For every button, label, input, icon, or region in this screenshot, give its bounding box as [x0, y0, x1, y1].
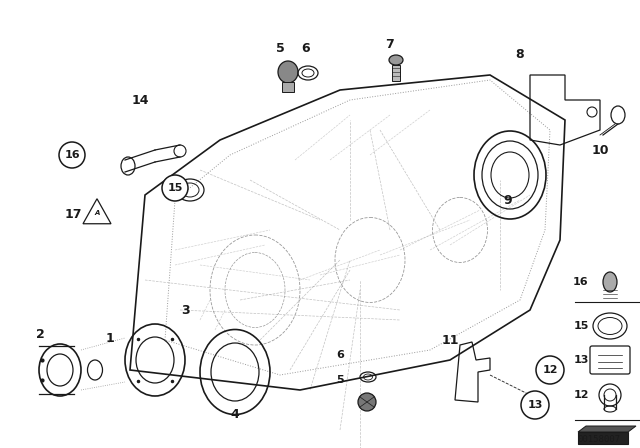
Text: 8: 8: [516, 48, 524, 61]
Text: 4: 4: [230, 409, 239, 422]
Circle shape: [59, 142, 85, 168]
Bar: [578, 432, 628, 444]
Text: 16: 16: [64, 150, 80, 160]
Text: 9: 9: [504, 194, 512, 207]
Text: 3: 3: [180, 303, 189, 316]
Text: 6: 6: [336, 350, 344, 360]
Ellipse shape: [389, 55, 403, 65]
Text: A: A: [94, 210, 100, 216]
Text: 10: 10: [591, 143, 609, 156]
Text: 12: 12: [542, 365, 557, 375]
Text: 7: 7: [386, 38, 394, 51]
Text: 1: 1: [106, 332, 115, 345]
Text: 13: 13: [527, 400, 543, 410]
Text: 11: 11: [441, 333, 459, 346]
Bar: [392, 65, 400, 81]
Text: 15: 15: [573, 321, 589, 331]
Polygon shape: [578, 426, 636, 432]
Circle shape: [521, 391, 549, 419]
Text: 2: 2: [36, 328, 44, 341]
Ellipse shape: [278, 61, 298, 83]
Text: 5: 5: [276, 42, 284, 55]
Ellipse shape: [603, 272, 617, 292]
Text: 15: 15: [167, 183, 182, 193]
Text: 5: 5: [336, 375, 344, 385]
Text: 6: 6: [301, 42, 310, 55]
Text: 12: 12: [573, 390, 589, 400]
Text: 13: 13: [573, 355, 589, 365]
Bar: [282, 82, 294, 92]
Ellipse shape: [358, 393, 376, 411]
Text: 00158007: 00158007: [577, 435, 620, 444]
Text: 17: 17: [64, 208, 82, 221]
Text: 14: 14: [131, 94, 148, 107]
Circle shape: [162, 175, 188, 201]
Text: 16: 16: [573, 277, 589, 287]
Circle shape: [536, 356, 564, 384]
